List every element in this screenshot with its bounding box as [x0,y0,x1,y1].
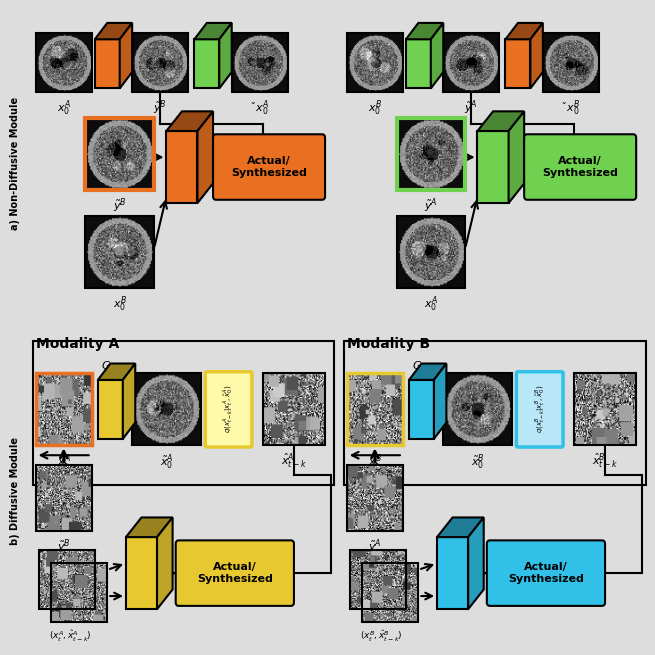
Bar [85,118,154,190]
Polygon shape [437,517,483,537]
Bar [33,341,334,485]
Polygon shape [126,517,173,537]
FancyBboxPatch shape [487,540,605,606]
Text: $(x_t^B, \hat{x}_{t-k}^B)$: $(x_t^B, \hat{x}_{t-k}^B)$ [360,629,402,644]
Text: $\tilde{y}^A$: $\tilde{y}^A$ [464,98,478,117]
Polygon shape [98,364,135,380]
Polygon shape [195,39,219,88]
Polygon shape [468,517,483,609]
Text: Actual/
Synthesized: Actual/ Synthesized [231,157,307,178]
Polygon shape [409,380,434,439]
Text: $t$: $t$ [60,472,67,485]
Bar [350,550,406,609]
Polygon shape [477,111,524,131]
Text: $\tilde{y}^A$: $\tilde{y}^A$ [424,196,438,215]
Text: $D_{\phi^A}$: $D_{\phi^A}$ [483,124,503,141]
Polygon shape [409,364,447,380]
Text: $\tilde{y}^B$: $\tilde{y}^B$ [113,196,126,215]
Bar [35,373,92,445]
Text: $q(x_{t-k}^A|x_t^A,\tilde{x}_0^A)$: $q(x_{t-k}^A|x_t^A,\tilde{x}_0^A)$ [222,385,235,434]
Polygon shape [437,537,468,609]
Bar [397,118,465,190]
Polygon shape [531,23,543,88]
Bar [263,373,325,445]
Polygon shape [506,23,543,39]
FancyBboxPatch shape [524,134,636,200]
Bar [443,373,512,445]
FancyBboxPatch shape [516,372,563,447]
Polygon shape [198,111,213,203]
Text: $x_t^A$: $x_t^A$ [56,452,71,472]
Polygon shape [431,23,443,88]
FancyBboxPatch shape [205,372,252,447]
Polygon shape [95,39,120,88]
Text: $D_{\theta_A}$: $D_{\theta_A}$ [132,531,151,546]
Bar [132,33,188,92]
Text: $G_{\theta_B}$: $G_{\theta_B}$ [412,360,431,375]
Text: Actual/
Synthesized: Actual/ Synthesized [508,563,584,584]
Text: $\check{x}_0^B$: $\check{x}_0^B$ [561,98,580,118]
Text: $G_{\theta_A}$: $G_{\theta_A}$ [101,360,120,375]
Text: a) Non-Diffusive Module: a) Non-Diffusive Module [10,97,20,231]
Text: $t$: $t$ [371,472,379,485]
Bar [543,33,599,92]
Text: $\tilde{y}^B$: $\tilde{y}^B$ [57,537,71,555]
Bar [51,563,107,622]
Bar [132,373,200,445]
Polygon shape [406,23,443,39]
Bar [35,33,92,92]
Bar [397,216,465,288]
Polygon shape [477,131,508,203]
Polygon shape [434,364,447,439]
Text: $x_0^A$: $x_0^A$ [56,98,71,118]
Polygon shape [123,364,135,439]
Text: $\tilde{x}_0^A$: $\tilde{x}_0^A$ [160,452,173,472]
Text: $x_0^B$: $x_0^B$ [367,98,382,118]
Polygon shape [406,39,431,88]
Text: $\hat{x}_{t-k}^A$: $\hat{x}_{t-k}^A$ [281,452,307,471]
Polygon shape [195,23,232,39]
Text: $D_{\phi^B}$: $D_{\phi^B}$ [173,124,192,141]
Text: $\tilde{x}_0^B$: $\tilde{x}_0^B$ [470,452,485,472]
Polygon shape [126,537,157,609]
Text: Actual/
Synthesized: Actual/ Synthesized [542,157,618,178]
Polygon shape [95,23,132,39]
Bar [347,33,403,92]
Text: $\tilde{y}^A$: $\tilde{y}^A$ [368,537,382,555]
Text: Modality A: Modality A [35,337,119,351]
Text: Modality B: Modality B [347,337,430,351]
Bar [347,373,403,445]
Bar [362,563,419,622]
Bar [443,33,499,92]
Bar [85,216,154,288]
Polygon shape [166,131,198,203]
Bar [232,33,288,92]
Text: Actual/
Synthesized: Actual/ Synthesized [197,563,272,584]
Bar [347,465,403,531]
Polygon shape [98,380,123,439]
Bar [39,550,95,609]
Bar [574,373,636,445]
FancyBboxPatch shape [213,134,325,200]
Text: $(x_t^A, \hat{x}_{t-k}^A)$: $(x_t^A, \hat{x}_{t-k}^A)$ [48,629,91,644]
Text: $x_0^A$: $x_0^A$ [424,295,438,314]
FancyBboxPatch shape [176,540,294,606]
Text: b) Diffusive Module: b) Diffusive Module [10,438,20,545]
Polygon shape [166,111,213,131]
Polygon shape [120,23,132,88]
Text: $\check{x}_0^A$: $\check{x}_0^A$ [251,98,269,118]
Text: $\hat{x}_{t-k}^B$: $\hat{x}_{t-k}^B$ [592,452,618,471]
Bar [35,465,92,531]
Text: $D_{\theta_B}$: $D_{\theta_B}$ [443,531,462,546]
Text: $\tilde{y}^B$: $\tilde{y}^B$ [153,98,167,117]
Text: $x_0^B$: $x_0^B$ [113,295,127,314]
Polygon shape [506,39,531,88]
Text: $x_t^B$: $x_t^B$ [367,452,382,472]
Bar [344,341,646,485]
Polygon shape [157,517,173,609]
Text: $q(x_{t-k}^B|x_t^B,\tilde{x}_0^B)$: $q(x_{t-k}^B|x_t^B,\tilde{x}_0^B)$ [533,385,546,434]
Polygon shape [508,111,524,203]
Polygon shape [219,23,232,88]
